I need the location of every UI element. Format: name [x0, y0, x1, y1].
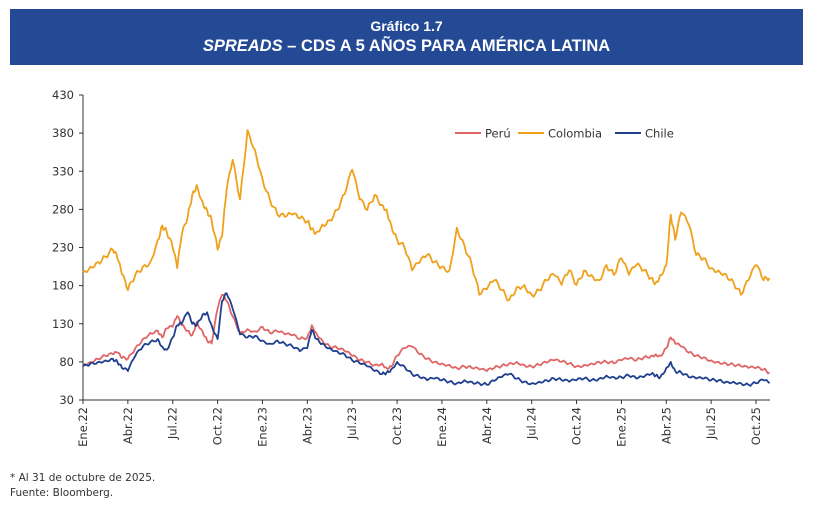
x-tick-label: Abr.23: [300, 407, 314, 444]
x-tick-label: Jul.24: [525, 407, 539, 440]
x-tick-label: Abr.24: [480, 407, 494, 444]
x-tick-label: Oct.24: [570, 407, 584, 445]
legend-label-colombia: Colombia: [548, 127, 602, 141]
chart-title-italic: SPREADS: [202, 37, 283, 55]
x-tick-label: Ene.23: [255, 407, 269, 447]
series-line-colombia: [82, 129, 771, 302]
legend-label-peru: Perú: [485, 127, 511, 141]
x-tick-label: Ene.22: [76, 407, 90, 447]
y-tick-label: 130: [52, 317, 74, 331]
chart-title-rest: – CDS A 5 AÑOS PARA AMÉRICA LATINA: [282, 37, 611, 55]
footnote: * Al 31 de octubre de 2025.: [10, 472, 156, 484]
legend-label-chile: Chile: [645, 127, 674, 141]
x-tick-label: Oct.22: [211, 407, 225, 445]
y-tick-label: 30: [59, 393, 74, 407]
x-tick-label: Abr.22: [121, 407, 135, 444]
x-tick-label: Oct.25: [749, 407, 763, 445]
series-line-chile: [82, 292, 771, 387]
y-tick-label: 330: [52, 164, 74, 178]
footer: * Al 31 de octubre de 2025. Fuente: Bloo…: [10, 471, 155, 501]
series-lines: [82, 129, 771, 387]
x-tick-label: Ene.24: [435, 407, 449, 447]
y-tick-label: 380: [52, 126, 74, 140]
y-tick-label: 280: [52, 202, 74, 216]
x-tick-label: Oct.23: [390, 407, 404, 445]
y-tick-label: 230: [52, 241, 74, 255]
chart-header: Gráfico 1.7 SPREADS – CDS A 5 AÑOS PARA …: [10, 9, 803, 65]
source-note: Fuente: Bloomberg.: [10, 487, 114, 499]
y-tick-label: 430: [52, 88, 74, 102]
y-tick-label: 80: [59, 355, 74, 369]
chart-title: SPREADS – CDS A 5 AÑOS PARA AMÉRICA LATI…: [10, 36, 803, 56]
x-tick-label: Abr.25: [659, 407, 673, 444]
x-tick-label: Jul.22: [166, 407, 180, 440]
x-tick-label: Jul.23: [345, 407, 359, 440]
x-tick-label: Jul.25: [704, 407, 718, 440]
legend: Perú Colombia Chile: [455, 127, 674, 141]
x-tick-label: Ene.25: [614, 407, 628, 447]
chart-number: Gráfico 1.7: [370, 18, 443, 34]
axes: 30 80 130 180 230 280 330 380 430 Ene.22 Abr.22 Jul…: [52, 88, 770, 447]
y-tick-label: 180: [52, 279, 74, 293]
series-line-peru: [82, 293, 770, 375]
